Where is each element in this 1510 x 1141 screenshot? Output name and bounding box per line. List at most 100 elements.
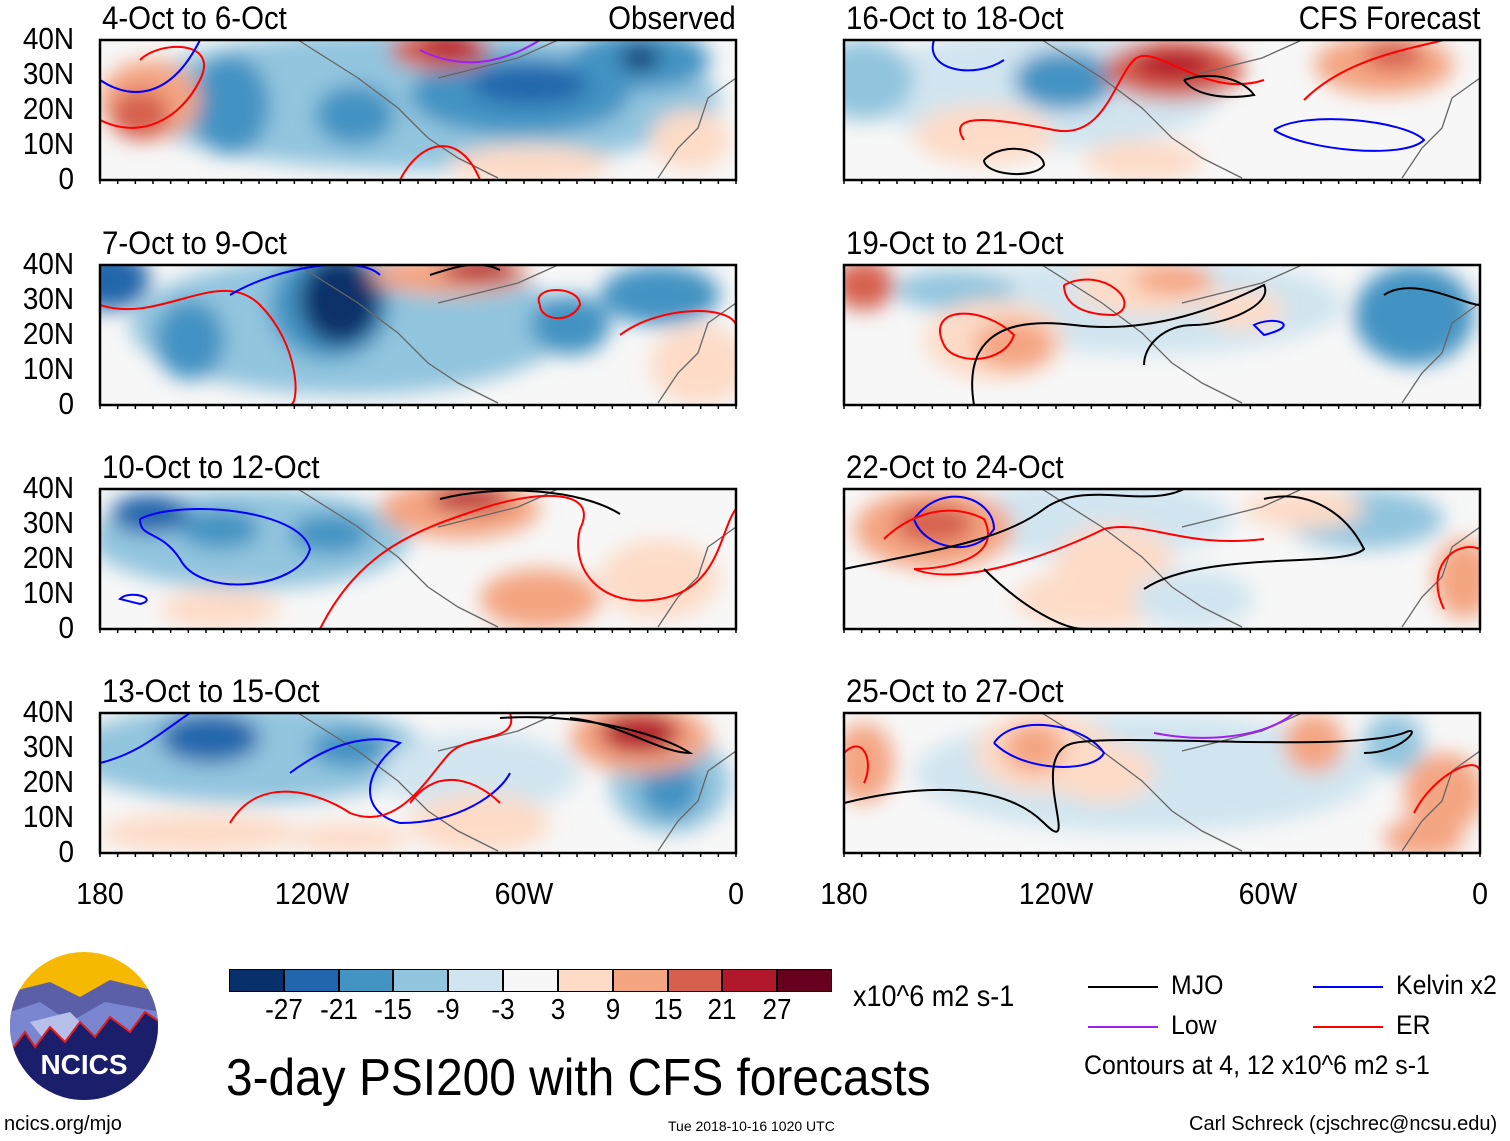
anomaly-field xyxy=(1134,265,1214,295)
contour-line xyxy=(100,713,191,764)
colorbar-swatch xyxy=(777,969,832,992)
colorbar-label: 15 xyxy=(653,994,683,1026)
panel-title: 10-Oct to 12-Oct xyxy=(102,449,320,485)
panel-title: 13-Oct to 15-Oct xyxy=(102,673,320,709)
lon-label: 60W xyxy=(494,876,554,911)
anomaly-field xyxy=(1244,489,1364,529)
lat-label: 10N xyxy=(22,126,74,161)
anomaly-field xyxy=(650,110,730,170)
anomaly-field xyxy=(100,813,300,853)
anomaly-field xyxy=(300,265,380,345)
anomaly-field xyxy=(1364,40,1424,70)
contour-line xyxy=(883,509,989,570)
footer-url[interactable]: ncics.org/mjo xyxy=(4,1113,122,1135)
contour-line xyxy=(499,716,694,755)
anomaly-field xyxy=(190,55,270,155)
lat-label: 30N xyxy=(22,729,74,764)
lat-label: 30N xyxy=(22,505,74,540)
anomaly-field xyxy=(290,514,370,554)
anomaly-field xyxy=(844,723,894,803)
legend-line xyxy=(1313,1026,1383,1028)
lon-label: 180 xyxy=(76,876,124,911)
contour-line xyxy=(844,745,869,784)
anomaly-field xyxy=(620,46,660,70)
contour-line xyxy=(100,45,205,129)
anomaly-field xyxy=(450,145,610,180)
colorbar-swatch xyxy=(667,969,723,992)
lat-label: 0 xyxy=(58,610,74,645)
anomaly-field xyxy=(310,728,390,768)
anomaly-field xyxy=(155,300,225,380)
anomaly-field xyxy=(470,65,590,105)
contour-line xyxy=(913,495,996,548)
map-panel xyxy=(98,711,738,857)
panel-source-tag: Observed xyxy=(608,0,736,36)
lat-label: 0 xyxy=(58,834,74,869)
lat-label: 20N xyxy=(22,91,74,126)
colorbar-label: -9 xyxy=(436,994,460,1026)
lat-label: 30N xyxy=(22,281,74,316)
contour-line xyxy=(1252,319,1285,337)
colorbar-swatch xyxy=(448,969,504,992)
lat-label: 10N xyxy=(22,351,74,386)
colorbar-swatch xyxy=(229,969,284,992)
lat-label: 10N xyxy=(22,799,74,834)
anomaly-field xyxy=(315,85,395,145)
colorbar-label: -3 xyxy=(491,994,515,1026)
lon-label: 60W xyxy=(1238,876,1298,911)
anomaly-field xyxy=(1004,723,1064,773)
anomaly-field xyxy=(914,105,1054,165)
anomaly-field xyxy=(530,295,610,355)
lat-label: 20N xyxy=(22,540,74,575)
lat-label: 10N xyxy=(22,575,74,610)
anomaly-field xyxy=(1384,818,1464,853)
anomaly-field xyxy=(480,569,600,629)
panel-source-tag: CFS Forecast xyxy=(1298,0,1480,36)
anomaly-field xyxy=(844,265,894,310)
panel-title: 22-Oct to 24-Oct xyxy=(846,449,1064,485)
anomaly-field xyxy=(380,733,580,813)
anomaly-field xyxy=(1014,50,1114,110)
lon-label: 0 xyxy=(1472,876,1488,911)
colorbar-swatch xyxy=(393,969,449,992)
anomaly-field xyxy=(1204,290,1284,330)
panel-title: 7-Oct to 9-Oct xyxy=(102,225,287,261)
map-panel xyxy=(842,263,1482,409)
map-panel xyxy=(842,487,1482,633)
contour-line xyxy=(1436,546,1480,610)
anomaly-field xyxy=(160,589,280,629)
lat-label: 0 xyxy=(58,386,74,421)
contour-line xyxy=(1273,118,1426,152)
map-panel xyxy=(98,263,738,409)
contour-line xyxy=(100,289,297,405)
contour-line xyxy=(993,723,1106,768)
colorbar-swatch xyxy=(612,969,668,992)
colorbar-label: 27 xyxy=(762,994,792,1026)
coastline xyxy=(297,40,736,179)
ncics-logo: NCICS xyxy=(10,952,158,1100)
anomaly-field xyxy=(410,793,550,853)
legend-line xyxy=(1088,1026,1158,1028)
lon-label: 120W xyxy=(1018,876,1094,911)
anomaly-field xyxy=(894,504,974,544)
anomaly-field xyxy=(100,265,150,310)
anomaly-field xyxy=(1084,140,1204,180)
anomaly-field xyxy=(844,40,914,120)
lat-label: 40N xyxy=(22,21,74,56)
coastline xyxy=(1041,40,1480,179)
contour-line xyxy=(419,40,541,64)
lat-label: 40N xyxy=(22,470,74,505)
contour-line xyxy=(1303,40,1445,101)
anomaly-field xyxy=(160,713,260,763)
contour-line xyxy=(100,40,201,93)
contour-line xyxy=(289,738,511,825)
legend-label: Kelvin x2 xyxy=(1396,970,1497,1000)
lon-label: 120W xyxy=(274,876,350,911)
legend-label: Low xyxy=(1171,1010,1217,1040)
contour-line xyxy=(439,489,621,515)
panel-title: 25-Oct to 27-Oct xyxy=(846,673,1064,709)
contour-line xyxy=(1153,713,1295,739)
lat-label: 40N xyxy=(22,246,74,281)
colorbar-swatch xyxy=(722,969,778,992)
contour-line xyxy=(229,713,513,824)
